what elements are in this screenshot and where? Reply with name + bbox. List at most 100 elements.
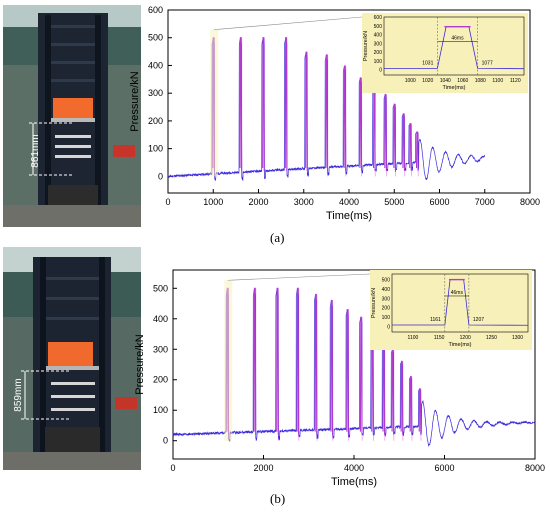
inset-y-tick-label: 600 — [374, 15, 383, 21]
x-tick-label: 0 — [170, 463, 175, 473]
data-peak — [276, 287, 279, 435]
inset-y-tick-label: 400 — [374, 33, 383, 39]
y-tick-label: 0 — [158, 171, 163, 181]
x-tick-label: 8000 — [520, 197, 540, 207]
y-tick-label: 500 — [148, 33, 163, 43]
y-axis-label: Pressure/kN — [129, 71, 141, 132]
dimension-label: 859mm — [13, 378, 24, 411]
data-peak — [393, 103, 396, 171]
inset-x-tick-label: 1040 — [440, 78, 451, 84]
inset-y-tick-label: 200 — [374, 50, 383, 56]
y-tick-label: 100 — [153, 405, 168, 415]
data-peak — [418, 388, 422, 435]
inset-x-tick-label: 1300 — [512, 335, 523, 341]
inset-y-axis-label: Pressure/kN — [363, 31, 369, 61]
data-peak — [253, 287, 257, 435]
inset-x-tick-label: 1150 — [434, 335, 445, 341]
x-tick-label: 5000 — [384, 197, 404, 207]
duration-label: 46ms — [451, 36, 464, 42]
inset-y-tick-label: 100 — [374, 59, 383, 65]
data-peak — [359, 77, 363, 171]
x-tick-label: 4000 — [339, 197, 359, 207]
x-tick-label: 2000 — [253, 463, 273, 473]
y-tick-label: 500 — [153, 283, 168, 293]
inset-x-tick-label: 1100 — [408, 335, 419, 341]
chart-0: 0 1000 2000 3000 4000 5000 6000 7000 80000100200… — [129, 5, 540, 222]
inset-x-axis-label: Time(ms) — [448, 342, 471, 348]
inset-frame — [383, 16, 525, 76]
inset-background — [370, 270, 532, 350]
data-peak — [343, 65, 347, 171]
y-tick-label: 400 — [153, 314, 168, 324]
y-tick-label: 200 — [148, 116, 163, 126]
panel-label-b: (b) — [270, 491, 286, 506]
y-tick-label: 0 — [163, 436, 168, 446]
photo-drop-tower-a: 861mm — [3, 5, 141, 227]
x-tick-label: 8000 — [525, 463, 545, 473]
x-tick-label: 0 — [165, 197, 170, 207]
x-tick-label: 7000 — [475, 197, 495, 207]
data-peak — [359, 316, 363, 435]
inset-x-tick-label: 1060 — [457, 78, 468, 84]
inset-chart: 1100 1150 1200 1250 1300 0 100 200 300 400 500 Time… — [370, 270, 532, 350]
inset-y-tick-label: 300 — [382, 296, 391, 302]
data-peak — [296, 287, 300, 435]
rise-time-label: 1031 — [422, 60, 433, 66]
inset-y-tick-label: 500 — [382, 278, 391, 284]
y-tick-label: 600 — [148, 5, 163, 15]
data-peak — [314, 293, 318, 435]
inset-x-tick-label: 1120 — [510, 78, 521, 84]
inset-y-tick-label: 300 — [374, 41, 383, 47]
data-peak — [382, 334, 386, 435]
fall-time-label: 1077 — [482, 60, 493, 66]
data-peak — [402, 113, 406, 171]
y-tick-label: 300 — [148, 88, 163, 98]
data-peak — [239, 37, 243, 171]
data-peak — [384, 94, 387, 171]
x-tick-label: 6000 — [429, 197, 449, 207]
x-axis-label: Time(ms) — [326, 210, 372, 222]
data-peak — [409, 376, 413, 435]
inset-y-axis-label: Pressure/kN — [371, 288, 377, 318]
data-peak — [305, 51, 308, 171]
inset-connector — [227, 273, 371, 281]
inset-y-tick-label: 0 — [387, 324, 390, 330]
panel-label-a: (a) — [270, 230, 285, 245]
x-tick-label: 3000 — [294, 197, 314, 207]
inset-y-tick-label: 400 — [382, 287, 391, 293]
zoom-region — [224, 280, 233, 441]
x-tick-label: 1000 — [203, 197, 223, 207]
x-axis-label: Time(ms) — [331, 476, 377, 488]
inset-x-tick-label: 1250 — [486, 335, 497, 341]
y-tick-label: 400 — [148, 60, 163, 70]
data-peak — [325, 54, 329, 171]
data-peak — [284, 37, 288, 171]
inset-connector — [213, 16, 363, 31]
data-peak — [346, 309, 349, 435]
rise-time-label: 1161 — [430, 317, 441, 323]
x-tick-label: 2000 — [248, 197, 268, 207]
y-tick-label: 100 — [148, 144, 163, 154]
data-peak — [415, 131, 419, 171]
data-peak — [391, 348, 395, 435]
inset-y-tick-label: 0 — [379, 68, 382, 74]
data-peak — [400, 360, 404, 435]
inset-y-tick-label: 200 — [382, 306, 391, 312]
dimension-label: 861mm — [30, 134, 41, 167]
x-tick-label: 4000 — [344, 463, 364, 473]
y-axis-label: Pressure/kN — [134, 334, 146, 395]
data-peak — [262, 37, 265, 171]
zoom-region — [210, 29, 219, 177]
chart-1: 0 2000 4000 6000 80000100200300400500Time(ms… — [134, 269, 545, 488]
inset-x-tick-label: 1020 — [422, 78, 433, 84]
inset-x-tick-label: 1200 — [460, 335, 471, 341]
inset-x-tick-label: 1080 — [475, 78, 486, 84]
photo-drop-tower-b: 859mm — [3, 247, 141, 470]
data-peak — [372, 84, 376, 171]
inset-y-tick-label: 100 — [382, 315, 391, 321]
data-peak — [409, 123, 412, 171]
y-tick-label: 200 — [153, 375, 168, 385]
y-tick-label: 300 — [153, 344, 168, 354]
inset-frame — [391, 273, 529, 333]
